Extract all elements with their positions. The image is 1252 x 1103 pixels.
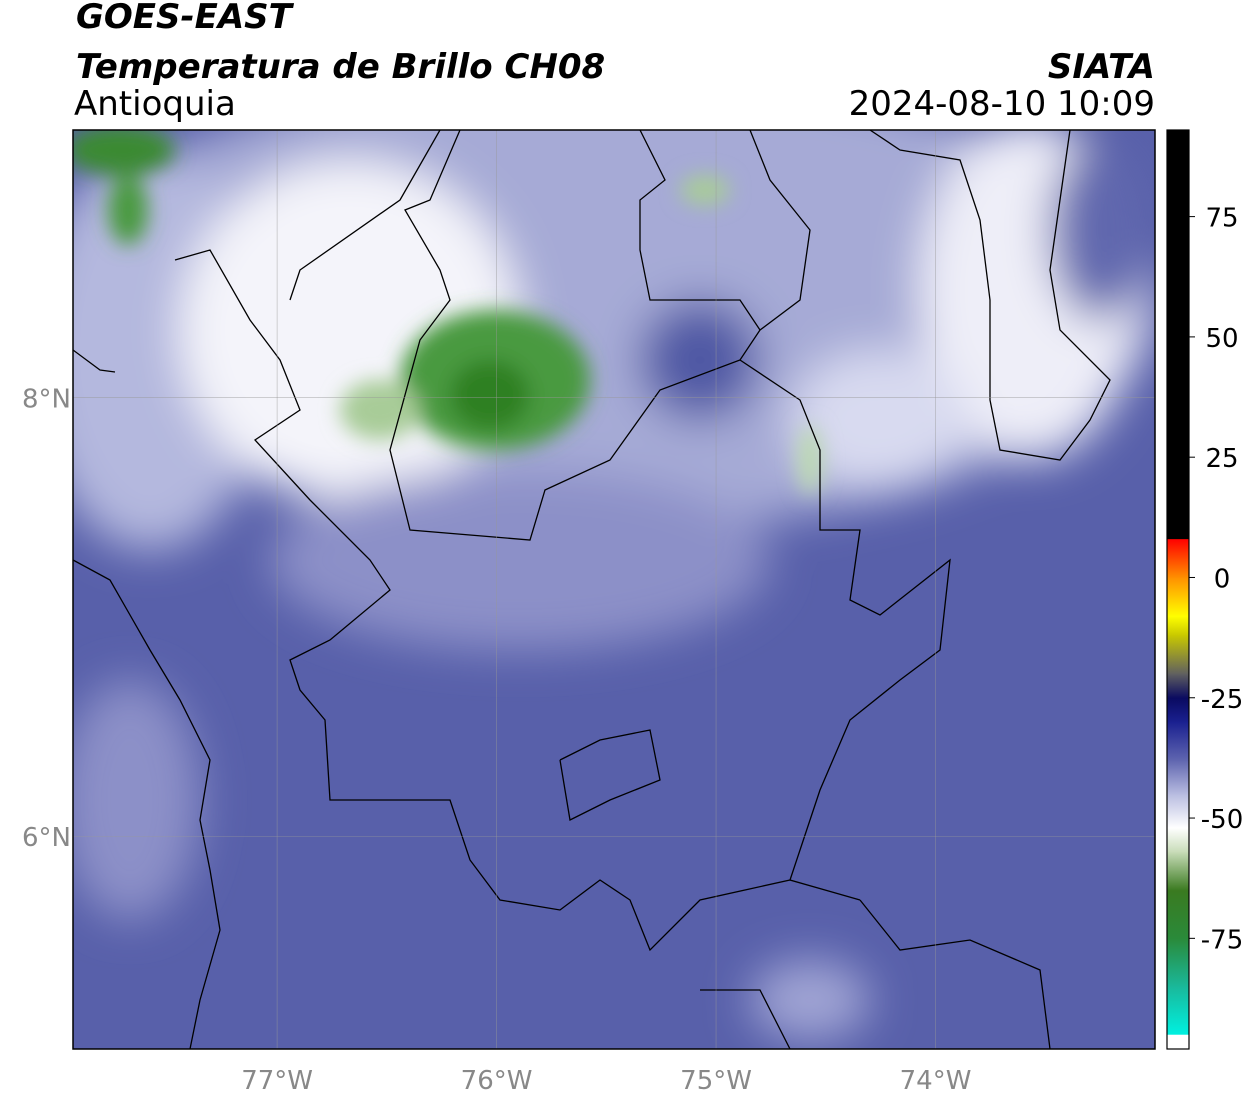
colorbar-segment: [1167, 615, 1189, 636]
colorbar-frame: [1166, 129, 1190, 1050]
colorbar-tick-label: 0: [1214, 564, 1231, 594]
grid: [73, 130, 1155, 1049]
source: SIATA: [1048, 47, 1155, 87]
title: GOES-EAST: [76, 0, 295, 37]
colorbar-tick-label: 75: [1205, 204, 1238, 234]
colorbar-tick-label: -50: [1201, 805, 1243, 835]
colorbar-segment: [1167, 1034, 1189, 1036]
colorbar-tick-label: -75: [1201, 925, 1243, 955]
y-tick-label: 6°N: [22, 823, 71, 853]
colorbar-segment: [1167, 793, 1189, 829]
x-tick-label: 75°W: [680, 1066, 752, 1096]
colorbar-segment: [1167, 577, 1189, 617]
region: Antioquia: [74, 84, 236, 124]
datetime: 2024-08-10 10:09: [849, 84, 1155, 124]
colorbar-segment: [1167, 721, 1189, 761]
y-tick-label: 8°N: [22, 385, 71, 415]
colorbar-segment: [1167, 130, 1189, 539]
colorbar-segment: [1167, 1034, 1189, 1050]
colorbar-segment: [1167, 890, 1189, 939]
colorbar-tick-label: -25: [1201, 685, 1243, 715]
colorbar-segment: [1167, 827, 1189, 853]
colorbar-tick-label: 25: [1205, 444, 1238, 474]
colorbar-segment: [1167, 938, 1189, 987]
colorbar-segment: [1167, 538, 1189, 578]
satellite-image: [73, 130, 1155, 1049]
colorbar-segment: [1167, 760, 1189, 795]
colorbar-segment: [1167, 851, 1189, 891]
colorbar: [1167, 130, 1189, 1050]
x-tick-label: 77°W: [241, 1066, 313, 1096]
x-tick-label: 76°W: [461, 1066, 533, 1096]
x-tick-label: 74°W: [900, 1066, 972, 1096]
colorbar-tick-label: 50: [1205, 324, 1238, 354]
colorbar-segment: [1167, 635, 1189, 675]
colorbar-segment: [1167, 697, 1189, 723]
colorbar-segment: [1167, 986, 1189, 1035]
subtitle: Temperatura de Brillo CH08: [76, 47, 605, 87]
map-frame: [72, 129, 1156, 1050]
colorbar-segment: [1167, 673, 1189, 699]
